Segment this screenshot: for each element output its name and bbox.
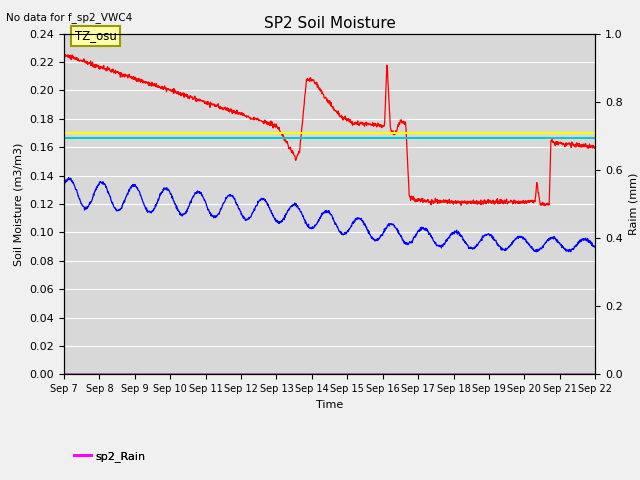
sp2_VWC3 bbox=[60, 372, 68, 377]
sp2_VWC7 bbox=[60, 135, 68, 141]
sp2_VWC3 bbox=[285, 372, 293, 377]
sp2_VWC5 bbox=[101, 130, 109, 136]
sp2_VWC6 bbox=[362, 372, 370, 377]
sp2_VWC1 bbox=[362, 121, 370, 127]
sp2_VWC6 bbox=[123, 372, 131, 377]
sp2_VWC5 bbox=[123, 130, 131, 136]
sp2_VWC5 bbox=[296, 130, 304, 136]
sp2_VWC3 bbox=[123, 372, 131, 377]
sp2_VWC3 bbox=[362, 372, 370, 377]
sp2_VWC1 bbox=[285, 145, 293, 151]
sp2_VWC2 bbox=[124, 191, 131, 197]
sp2_VWC1 bbox=[60, 50, 68, 56]
sp2_VWC7 bbox=[123, 135, 131, 141]
sp2_VWC6 bbox=[285, 372, 293, 377]
sp2_VWC2 bbox=[591, 244, 599, 250]
sp2_VWC6 bbox=[101, 372, 109, 377]
sp2_VWC3 bbox=[306, 372, 314, 377]
sp2_VWC1 bbox=[123, 72, 131, 78]
sp2_VWC3 bbox=[101, 372, 109, 377]
sp2_VWC7 bbox=[296, 135, 304, 141]
Text: TZ_osu: TZ_osu bbox=[75, 29, 116, 42]
sp2_VWC7 bbox=[591, 135, 599, 141]
Y-axis label: Soil Moisture (m3/m3): Soil Moisture (m3/m3) bbox=[14, 142, 24, 266]
Text: No data for f_sp2_VWC4: No data for f_sp2_VWC4 bbox=[6, 12, 132, 23]
Legend: sp2_Rain: sp2_Rain bbox=[70, 446, 150, 466]
sp2_VWC2 bbox=[307, 225, 314, 230]
sp2_VWC3 bbox=[296, 372, 304, 377]
sp2_VWC1 bbox=[540, 203, 548, 209]
Y-axis label: Raim (mm): Raim (mm) bbox=[628, 173, 638, 235]
sp2_VWC5 bbox=[306, 130, 314, 136]
sp2_VWC1 bbox=[101, 66, 109, 72]
sp2_VWC2 bbox=[65, 175, 72, 180]
sp2_VWC1 bbox=[306, 75, 314, 81]
sp2_VWC5 bbox=[60, 130, 68, 136]
sp2_VWC2 bbox=[286, 206, 294, 212]
sp2_VWC7 bbox=[101, 135, 109, 141]
sp2_VWC1 bbox=[591, 145, 599, 151]
sp2_VWC6 bbox=[296, 372, 304, 377]
sp2_VWC5 bbox=[362, 130, 370, 136]
sp2_VWC1 bbox=[296, 139, 304, 144]
sp2_VWC2 bbox=[60, 182, 68, 188]
sp2_VWC2 bbox=[363, 224, 371, 230]
sp2_VWC7 bbox=[285, 135, 293, 141]
sp2_VWC7 bbox=[362, 135, 370, 141]
sp2_VWC5 bbox=[591, 130, 599, 136]
sp2_VWC6 bbox=[60, 372, 68, 377]
sp2_VWC2 bbox=[102, 182, 109, 188]
sp2_VWC6 bbox=[591, 372, 599, 377]
sp2_VWC2 bbox=[532, 249, 540, 255]
sp2_VWC6 bbox=[306, 372, 314, 377]
sp2_VWC7 bbox=[306, 135, 314, 141]
sp2_VWC5 bbox=[285, 130, 293, 136]
sp2_VWC3 bbox=[591, 372, 599, 377]
Line: sp2_VWC2: sp2_VWC2 bbox=[64, 178, 595, 252]
sp2_VWC2 bbox=[297, 209, 305, 215]
X-axis label: Time: Time bbox=[316, 400, 343, 409]
Line: sp2_VWC1: sp2_VWC1 bbox=[64, 53, 595, 206]
Title: SP2 Soil Moisture: SP2 Soil Moisture bbox=[264, 16, 396, 31]
